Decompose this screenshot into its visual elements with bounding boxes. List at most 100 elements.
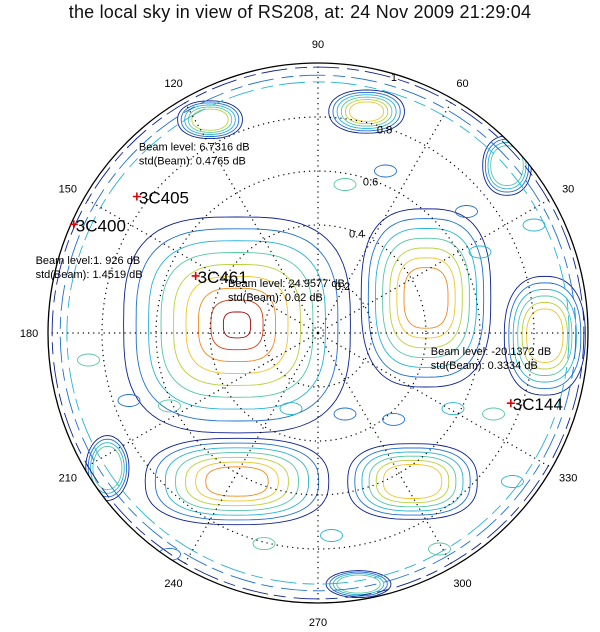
radial-label-3: 0.4 [349,229,364,241]
angle-grid-spoke-8 [83,332,319,469]
contour-sidelobe-northeast-2 [487,141,527,190]
contour-island-11 [428,542,451,556]
source-name-1: 3C400 [76,216,126,235]
horizon-circle [47,62,589,604]
contour-sidelobe-southeast-0 [347,443,478,520]
contour-sidelobe-east-5 [396,257,456,339]
radio-sources: 3C405 Beam level: 6.7316 dB std(Beam): 0.4… [36,142,563,415]
contour-main-0 [123,216,351,434]
contour-island-0 [455,205,478,218]
contour-sidelobe-bottom-1 [329,571,388,597]
contour-island-5 [482,407,505,421]
angle-label-5: 300 [453,578,471,590]
contour-main-5 [185,275,289,374]
contour-sidelobe-south-2 [164,447,310,516]
radial-grid-circle-4 [263,278,373,388]
radial-label-0: 1 [391,72,397,84]
contour-sidelobe-north-0 [328,89,405,134]
contour-sidelobe-north-4 [344,99,389,125]
contour-island-8 [158,399,181,413]
contour-main-1 [135,228,339,422]
contour-horizon-2 [66,81,570,585]
contour-sidelobe-east-1 [367,218,485,378]
contour-sidelobe-far-east-2 [512,288,577,383]
angle-label-10: 150 [59,184,77,196]
source-name-0: 3C405 [139,189,189,208]
angle-grid-spoke-2 [317,197,553,334]
contour-island-17 [77,353,100,367]
beam-std-label-4: std(Beam): 0.02 dB [228,292,323,304]
contour-island-2 [333,178,357,191]
contour-sidelobe-east-2 [375,227,477,368]
contour-sidelobe-south-6 [205,466,269,497]
contour-island-15 [382,412,406,426]
contour-sidelobe-northeast-1 [484,138,530,193]
contour-island-4 [441,402,465,416]
contour-sidelobe-south-1 [154,442,320,521]
contour-sidelobe-north-1 [332,91,401,132]
contour-sidelobe-bottom-2 [332,573,385,596]
contour-island-9 [117,394,141,407]
contour-sidelobe-east-6 [403,267,449,329]
contour-sidelobe-south-4 [185,456,289,507]
beam-level-label-3: Beam level: -20.1372 dB [431,346,551,358]
contour-sidelobe-northwest-1 [180,102,240,137]
angle-label-4: 330 [559,473,577,485]
angle-label-6: 270 [309,617,327,629]
source-name-2: 3C461 [198,268,248,287]
contour-island-7 [279,402,303,416]
source-name-3: 3C144 [513,395,563,414]
contour-sidelobe-southeast-4 [375,459,450,504]
angle-label-2: 30 [562,184,574,196]
contour-main-7 [210,299,264,351]
radial-tick-labels: 1 0.8 0.6 0.4 0.2 [335,72,397,293]
contour-sidelobe-east-3 [382,237,470,359]
angle-label-7: 240 [164,578,182,590]
contour-sidelobe-southwest-2 [90,442,125,494]
angle-label-9: 180 [20,328,38,340]
contour-sidelobe-southeast-5 [382,464,443,499]
angle-label-11: 120 [164,78,182,90]
contour-main-4 [173,263,301,386]
source-marker-2 [191,271,200,280]
contour-sidelobe-southwest-0 [85,435,130,501]
angle-label-1: 60 [456,78,468,90]
radial-label-4: 0.2 [335,281,350,293]
contour-island-3 [374,164,397,178]
contour-sidelobe-north-5 [349,101,385,122]
beam-level-label-4: Beam level: 24.9577 dB [228,278,345,290]
contour-sidelobe-south-3 [175,452,299,511]
beam-std-label-0: std(Beam): 0.4765 dB [139,156,246,168]
radial-grid-circle-1 [101,116,535,550]
chart-title: the local sky in view of RS208, at: 24 N… [68,2,532,22]
contour-sidelobe-northeast-0 [482,135,532,196]
source-marker-0 [132,192,141,201]
source-marker-3 [506,399,515,408]
contour-sidelobe-bottom-3 [336,574,381,594]
contour-sidelobe-far-east-0 [503,275,586,396]
contour-island-14 [252,537,276,551]
contour-sidelobe-southeast-3 [368,455,457,508]
contour-sidelobe-south-0 [144,437,330,526]
contour-main-3 [160,252,314,398]
contour-sidelobe-southwest-1 [87,438,128,498]
contour-sidelobe-northwest-0 [177,100,243,140]
contour-sidelobe-south-5 [195,461,279,502]
contour-sidelobe-southeast-2 [361,451,464,512]
angle-label-0: 90 [312,39,324,51]
angle-label-8: 210 [59,473,77,485]
angle-tick-labels: 9060300330300270240210180150120 [20,39,577,629]
contour-main-6 [197,287,277,363]
beam-std-label-2: std(Beam): 1.4519 dB [36,269,143,281]
contour-sidelobe-northwest-4 [191,108,229,131]
contour-island-10 [320,529,343,542]
contour-island-16 [500,475,524,488]
contour-sidelobe-east-4 [389,247,463,349]
contour-main-8 [222,311,252,339]
contour-island-1 [468,245,492,259]
contour-sidelobe-north-3 [340,96,393,127]
contour-sidelobe-far-east-4 [521,301,568,370]
contour-sidelobe-southeast-1 [354,447,471,516]
contour-sidelobe-northwest-3 [187,106,233,133]
